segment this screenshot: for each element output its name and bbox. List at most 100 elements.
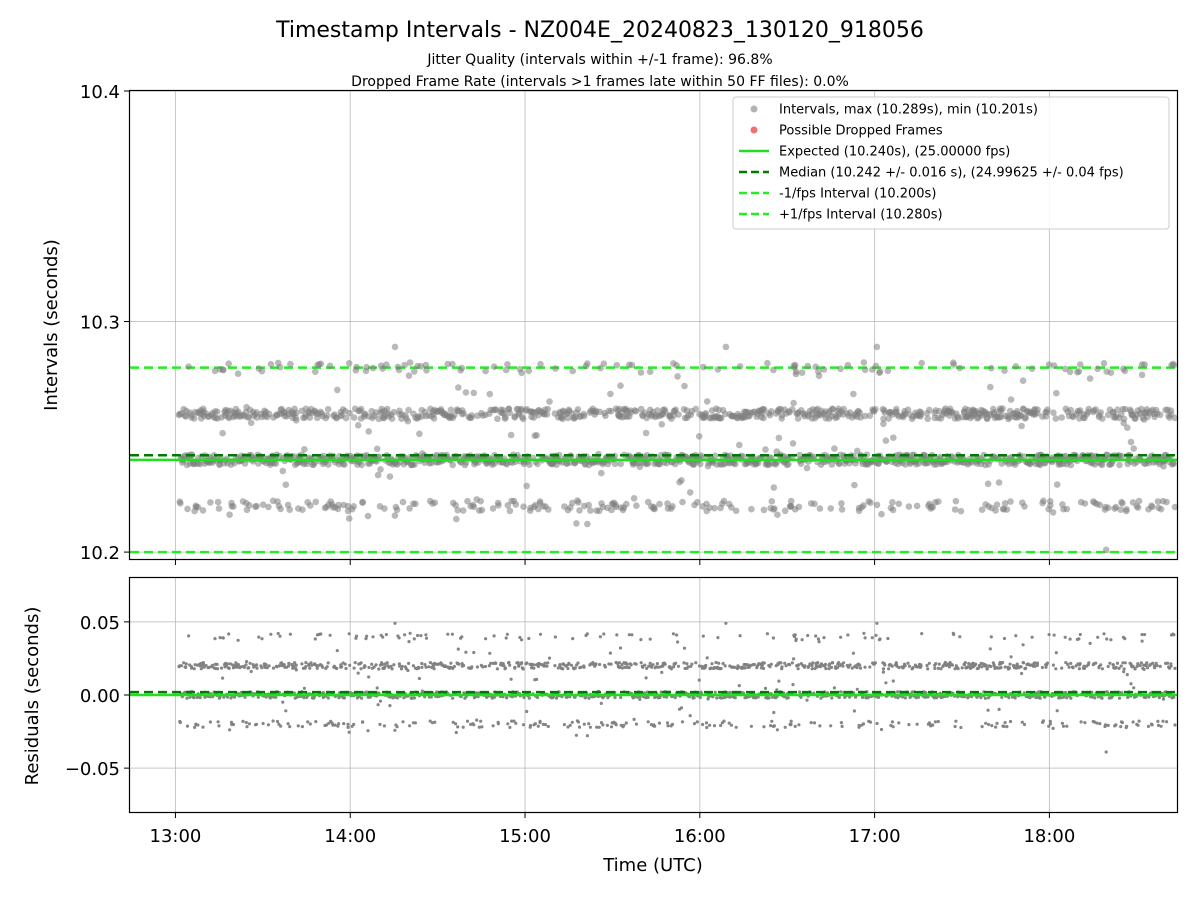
residual-point <box>187 634 191 638</box>
bottom-panel-center-lines <box>130 690 1177 697</box>
interval-point <box>774 511 781 518</box>
residual-point <box>701 722 705 727</box>
interval-point <box>422 361 430 369</box>
residual-point <box>1153 666 1157 670</box>
residual-point <box>974 662 978 666</box>
residual-point <box>855 666 859 670</box>
residual-point <box>763 686 768 691</box>
interval-point <box>1003 506 1011 513</box>
residual-point <box>771 636 776 640</box>
residual-point <box>1122 667 1126 671</box>
interval-point <box>391 343 399 351</box>
interval-point <box>789 440 797 447</box>
interval-point <box>770 366 777 374</box>
interval-point <box>992 507 999 514</box>
residual-point <box>729 723 734 727</box>
interval-point <box>880 420 887 428</box>
residual-point <box>603 665 608 669</box>
interval-point <box>492 406 499 414</box>
interval-point <box>390 408 398 416</box>
residual-point <box>822 636 826 640</box>
interval-point <box>602 412 609 420</box>
residual-point <box>433 720 437 724</box>
residual-point <box>199 667 203 671</box>
interval-point <box>880 415 887 423</box>
residual-point <box>818 665 823 669</box>
residual-point <box>796 667 800 671</box>
residual-point <box>723 664 727 668</box>
residual-point <box>1117 666 1121 671</box>
interval-point <box>1063 505 1071 513</box>
residual-point <box>347 730 351 734</box>
interval-point <box>872 362 880 370</box>
residual-point <box>719 666 723 671</box>
interval-point <box>207 499 214 506</box>
residual-point <box>587 696 591 700</box>
interval-point <box>831 445 838 452</box>
residual-point <box>891 725 895 729</box>
interval-point <box>1114 406 1121 414</box>
residual-point <box>984 721 988 725</box>
interval-point <box>265 503 272 511</box>
residual-point <box>954 719 958 723</box>
interval-point <box>840 405 847 413</box>
residual-point <box>850 666 854 670</box>
residual-point <box>213 637 217 641</box>
residual-point <box>553 635 558 639</box>
residual-point <box>506 722 510 726</box>
interval-point <box>580 412 588 420</box>
residual-point <box>255 663 259 667</box>
residual-point <box>536 664 541 669</box>
interval-point <box>654 407 661 414</box>
interval-point <box>999 405 1006 412</box>
residual-point <box>451 696 455 700</box>
residual-point <box>1123 637 1127 641</box>
residual-point <box>933 666 937 671</box>
residual-point <box>674 661 678 665</box>
residual-point <box>1079 720 1083 724</box>
interval-point <box>258 367 266 375</box>
residual-point <box>576 661 580 665</box>
residual-point <box>533 722 538 726</box>
residual-point <box>1047 724 1051 728</box>
residual-point <box>1020 720 1024 724</box>
interval-point <box>633 502 640 510</box>
residual-point <box>1095 721 1099 725</box>
residual-point <box>1051 663 1055 667</box>
interval-point <box>873 501 881 509</box>
residual-point <box>587 722 591 726</box>
legend-label-intervals: Intervals, max (10.289s), min (10.201s) <box>779 103 1038 118</box>
interval-point <box>623 500 630 508</box>
residual-point <box>184 662 188 666</box>
residual-point <box>315 666 319 670</box>
residual-point <box>260 666 264 670</box>
interval-point <box>644 460 652 467</box>
interval-point <box>1050 409 1057 417</box>
interval-point <box>768 498 776 505</box>
interval-point <box>1141 361 1148 368</box>
residual-point <box>337 722 341 726</box>
interval-point <box>282 481 290 489</box>
interval-point <box>416 430 423 438</box>
interval-point <box>1012 363 1020 370</box>
interval-point <box>277 505 284 513</box>
residual-point <box>897 721 901 725</box>
residual-point <box>376 703 380 707</box>
residual-point <box>377 667 381 671</box>
residual-point <box>412 696 416 700</box>
interval-point <box>526 461 533 469</box>
interval-point <box>803 464 811 472</box>
interval-point <box>736 363 744 370</box>
residual-point <box>365 634 369 638</box>
interval-point <box>607 407 615 415</box>
bottom-y-tick-label: 0.05 <box>80 613 120 634</box>
residual-point <box>454 722 458 726</box>
interval-point <box>872 405 879 413</box>
residual-point <box>710 662 714 666</box>
interval-point <box>628 361 636 369</box>
interval-point <box>771 505 778 512</box>
residual-point <box>424 636 429 640</box>
residual-point <box>241 719 245 724</box>
residual-point <box>632 717 636 722</box>
residual-point <box>185 696 189 700</box>
